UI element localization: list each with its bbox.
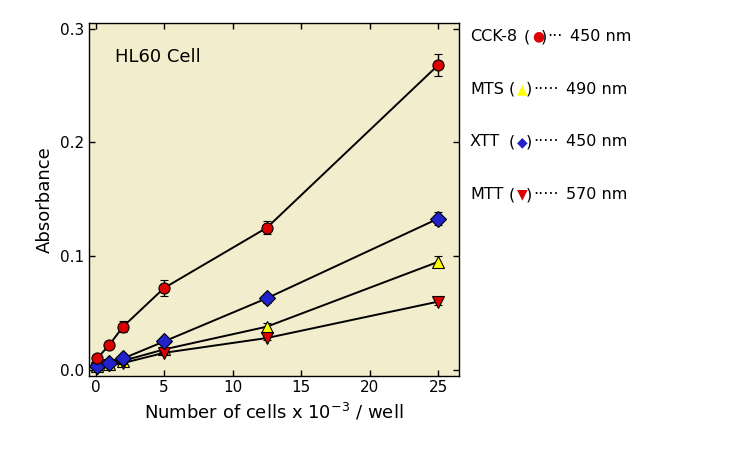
- Text: ···: ···: [548, 29, 563, 44]
- Text: HL60 Cell: HL60 Cell: [115, 48, 201, 65]
- Text: 450 nm: 450 nm: [566, 135, 628, 149]
- Text: ): ): [540, 29, 546, 44]
- Text: ·····: ·····: [533, 135, 559, 149]
- Text: ▼: ▼: [517, 188, 528, 202]
- Text: (: (: [508, 187, 514, 202]
- Text: ): ): [525, 135, 531, 149]
- Text: ·····: ·····: [533, 82, 559, 97]
- Text: 450 nm: 450 nm: [570, 29, 631, 44]
- Text: MTS: MTS: [470, 82, 504, 97]
- Text: 490 nm: 490 nm: [566, 82, 628, 97]
- Y-axis label: Absorbance: Absorbance: [36, 146, 54, 253]
- Text: ◆: ◆: [517, 135, 528, 149]
- Text: ): ): [525, 187, 531, 202]
- Text: 570 nm: 570 nm: [566, 187, 628, 202]
- Text: (: (: [523, 29, 529, 44]
- Text: ●: ●: [532, 30, 544, 44]
- Text: CCK-8: CCK-8: [470, 29, 517, 44]
- X-axis label: Number of cells x 10$^{-3}$ / well: Number of cells x 10$^{-3}$ / well: [144, 401, 403, 422]
- Text: ▲: ▲: [517, 82, 528, 96]
- Text: (: (: [508, 135, 514, 149]
- Text: (: (: [508, 82, 514, 97]
- Text: MTT: MTT: [470, 187, 503, 202]
- Text: XTT: XTT: [470, 135, 500, 149]
- Text: ): ): [525, 82, 531, 97]
- Text: ·····: ·····: [533, 187, 559, 202]
